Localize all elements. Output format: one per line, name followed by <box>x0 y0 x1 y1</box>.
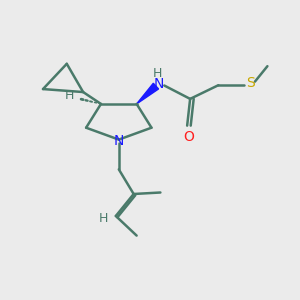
Text: H: H <box>153 67 162 80</box>
Text: N: N <box>114 134 124 148</box>
Text: H: H <box>65 89 74 102</box>
Text: S: S <box>246 76 254 90</box>
Polygon shape <box>136 83 159 104</box>
Text: O: O <box>184 130 194 144</box>
Text: N: N <box>154 77 164 91</box>
Text: H: H <box>99 212 108 225</box>
